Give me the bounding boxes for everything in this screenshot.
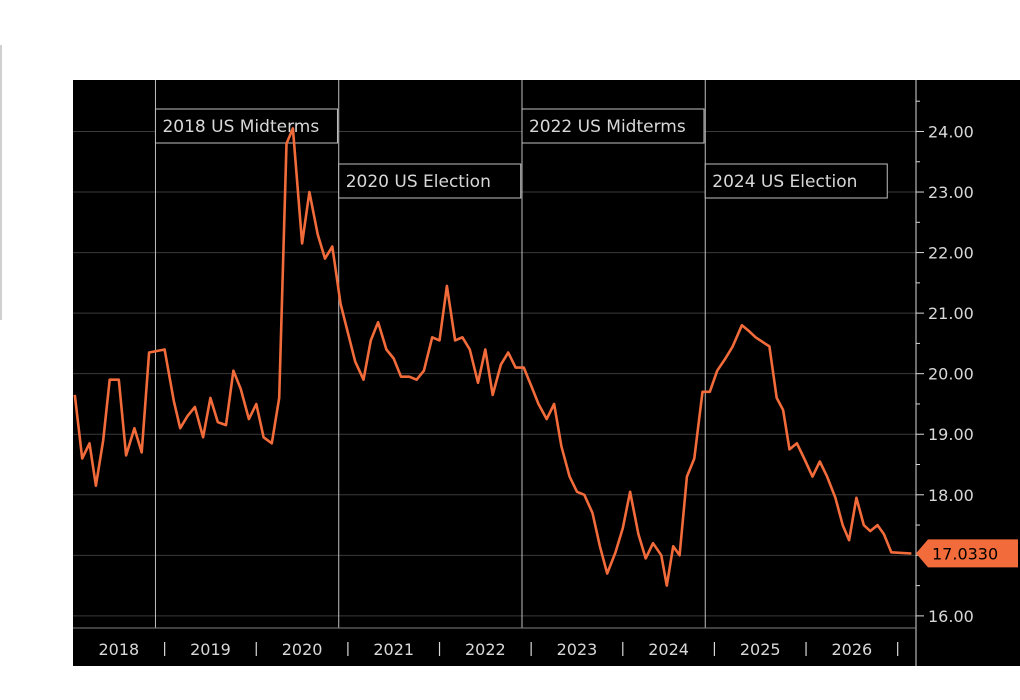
series-line xyxy=(73,127,912,587)
last-value-label: 17.0330 xyxy=(932,544,998,563)
x-tick-label: 2020 xyxy=(282,640,323,659)
x-tick-label: 2026 xyxy=(831,640,872,659)
event-label-box xyxy=(338,163,522,199)
x-tick-label: 2018 xyxy=(98,640,139,659)
xaxis-background xyxy=(73,628,916,666)
last-value-badge xyxy=(916,539,1018,568)
x-tick-label: 2022 xyxy=(465,640,506,659)
y-tick-label: 18.00 xyxy=(928,486,974,505)
axis-background xyxy=(916,80,1020,666)
x-tick-label: 2019 xyxy=(190,640,231,659)
y-tick-label: 24.00 xyxy=(928,122,974,141)
event-markers: 2018 US Midterms 2020 US Election 2022 US … xyxy=(154,80,888,628)
event-label-box xyxy=(154,108,338,144)
x-axis: 2018 2019 2020 2021 2022 2023 2024 2025 2026 xyxy=(73,627,916,659)
y-tick-label: 20.00 xyxy=(928,365,974,384)
series-layer xyxy=(73,127,912,587)
event-label: 2022 US Midterms xyxy=(529,117,686,137)
y-tick-label: 23.00 xyxy=(928,183,974,202)
last-value-marker: 17.0330 xyxy=(916,539,1018,568)
x-tick-label: 2023 xyxy=(557,640,598,659)
event-label-box xyxy=(704,163,888,199)
y-tick-label: 22.00 xyxy=(928,244,974,263)
y-tick-label: 16.00 xyxy=(928,607,974,626)
event-label-box xyxy=(521,108,705,144)
event-label: 2020 US Election xyxy=(346,172,491,192)
x-tick-label: 2021 xyxy=(373,640,414,659)
y-tick-label: 21.00 xyxy=(928,304,974,323)
x-tick-label: 2025 xyxy=(740,640,781,659)
plot-background xyxy=(73,80,916,628)
left-edge-border xyxy=(0,45,2,320)
y-tick-label: 19.00 xyxy=(928,425,974,444)
event-label: 2018 US Midterms xyxy=(162,117,319,137)
event-label: 2024 US Election xyxy=(712,172,857,192)
x-tick-label: 2024 xyxy=(648,640,689,659)
